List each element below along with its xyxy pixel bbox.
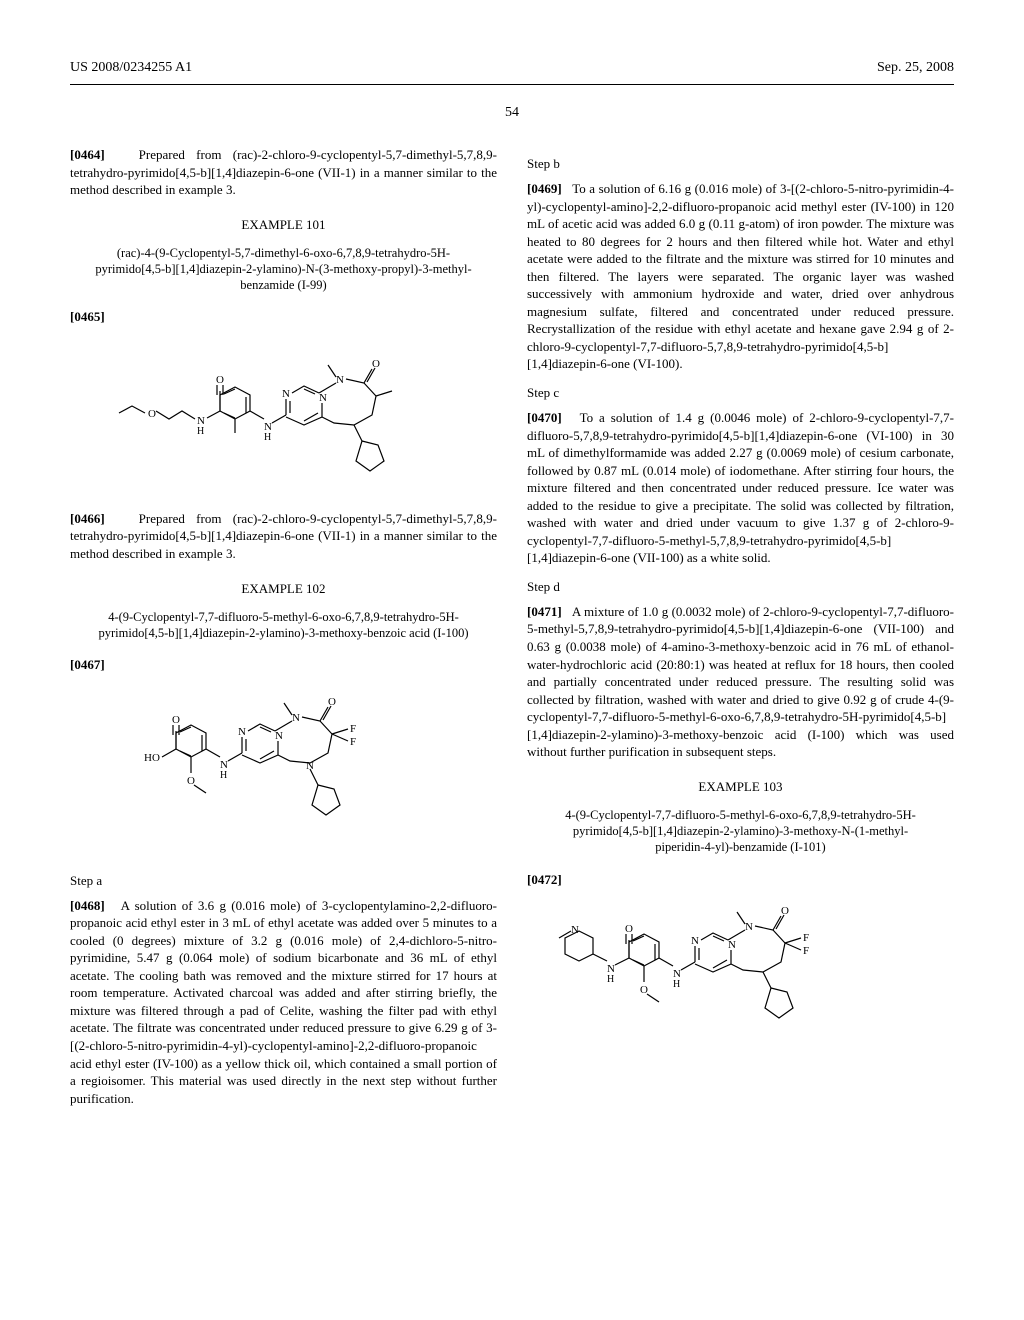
svg-text:N: N xyxy=(282,388,290,400)
two-column-layout: [0464] Prepared from (rac)-2-chloro-9-cy… xyxy=(70,146,954,1119)
example-101-name: (rac)-4-(9-Cyclopentyl-5,7-dimethyl-6-ox… xyxy=(95,245,472,294)
svg-text:F: F xyxy=(803,932,809,944)
svg-text:O: O xyxy=(640,984,648,996)
svg-text:O: O xyxy=(781,905,789,917)
svg-text:H: H xyxy=(673,979,680,990)
step-a-label: Step a xyxy=(70,873,497,889)
example-101-label: EXAMPLE 101 xyxy=(70,217,497,233)
example-103-label: EXAMPLE 103 xyxy=(527,779,954,795)
para-num: [0468] xyxy=(70,898,105,913)
svg-text:O: O xyxy=(187,775,195,787)
paragraph-0468: [0468] A solution of 3.6 g (0.016 mole) … xyxy=(70,897,497,1108)
para-text: Prepared from (rac)-2-chloro-9-cyclopent… xyxy=(70,511,497,561)
right-column: Step b [0469] To a solution of 6.16 g (0… xyxy=(527,146,954,1119)
para-text: Prepared from (rac)-2-chloro-9-cyclopent… xyxy=(70,147,497,197)
paragraph-0467: [0467] xyxy=(70,656,497,674)
page-header: US 2008/0234255 A1 Sep. 25, 2008 xyxy=(70,60,954,76)
svg-text:N: N xyxy=(728,939,736,951)
svg-text:F: F xyxy=(350,723,356,735)
publication-date: Sep. 25, 2008 xyxy=(877,60,954,76)
paragraph-0471: [0471] A mixture of 1.0 g (0.0032 mole) … xyxy=(527,603,954,761)
svg-text:N: N xyxy=(336,374,344,386)
svg-text:N: N xyxy=(745,921,753,933)
svg-text:O: O xyxy=(148,408,156,420)
patent-number: US 2008/0234255 A1 xyxy=(70,60,192,76)
paragraph-0470: [0470] To a solution of 1.4 g (0.0046 mo… xyxy=(527,409,954,567)
svg-text:HO: HO xyxy=(144,752,160,764)
step-c-label: Step c xyxy=(527,385,954,401)
para-num: [0470] xyxy=(527,410,562,425)
paragraph-0465: [0465] xyxy=(70,308,497,326)
header-rule xyxy=(70,84,954,85)
example-103-name: 4-(9-Cyclopentyl-7,7-difluoro-5-methyl-6… xyxy=(552,807,929,856)
chemical-structure-1: O N H O N xyxy=(70,341,497,495)
para-num: [0467] xyxy=(70,657,105,672)
chemical-structure-3: N N H O O xyxy=(527,903,954,1067)
svg-text:N: N xyxy=(691,935,699,947)
para-num: [0464] xyxy=(70,147,105,162)
para-num: [0472] xyxy=(527,872,562,887)
step-d-label: Step d xyxy=(527,579,954,595)
paragraph-0472: [0472] xyxy=(527,871,954,889)
svg-text:H: H xyxy=(197,426,204,437)
svg-text:N: N xyxy=(275,730,283,742)
svg-text:N: N xyxy=(319,392,327,404)
step-b-label: Step b xyxy=(527,156,954,172)
example-102-label: EXAMPLE 102 xyxy=(70,581,497,597)
para-num: [0471] xyxy=(527,604,562,619)
para-text: To a solution of 6.16 g (0.016 mole) of … xyxy=(527,181,954,371)
svg-text:H: H xyxy=(264,432,271,443)
para-text: A mixture of 1.0 g (0.0032 mole) of 2-ch… xyxy=(527,604,954,759)
paragraph-0469: [0469] To a solution of 6.16 g (0.016 mo… xyxy=(527,180,954,373)
svg-text:H: H xyxy=(220,770,227,781)
svg-text:O: O xyxy=(625,923,633,935)
example-102-name: 4-(9-Cyclopentyl-7,7-difluoro-5-methyl-6… xyxy=(95,609,472,642)
svg-text:N: N xyxy=(292,712,300,724)
chemical-structure-2: HO O O N H xyxy=(70,689,497,858)
page-number: 54 xyxy=(70,105,954,121)
left-column: [0464] Prepared from (rac)-2-chloro-9-cy… xyxy=(70,146,497,1119)
svg-text:O: O xyxy=(216,374,224,386)
svg-text:O: O xyxy=(328,696,336,708)
para-text: A solution of 3.6 g (0.016 mole) of 3-cy… xyxy=(70,898,497,1106)
svg-text:F: F xyxy=(350,736,356,748)
svg-text:N: N xyxy=(238,726,246,738)
paragraph-0464: [0464] Prepared from (rac)-2-chloro-9-cy… xyxy=(70,146,497,199)
paragraph-0466: [0466] Prepared from (rac)-2-chloro-9-cy… xyxy=(70,510,497,563)
para-num: [0469] xyxy=(527,181,562,196)
svg-text:O: O xyxy=(372,358,380,370)
para-num: [0465] xyxy=(70,309,105,324)
para-num: [0466] xyxy=(70,511,105,526)
svg-text:O: O xyxy=(172,714,180,726)
svg-text:H: H xyxy=(607,974,614,985)
svg-text:F: F xyxy=(803,945,809,957)
para-text: To a solution of 1.4 g (0.0046 mole) of … xyxy=(527,410,954,565)
